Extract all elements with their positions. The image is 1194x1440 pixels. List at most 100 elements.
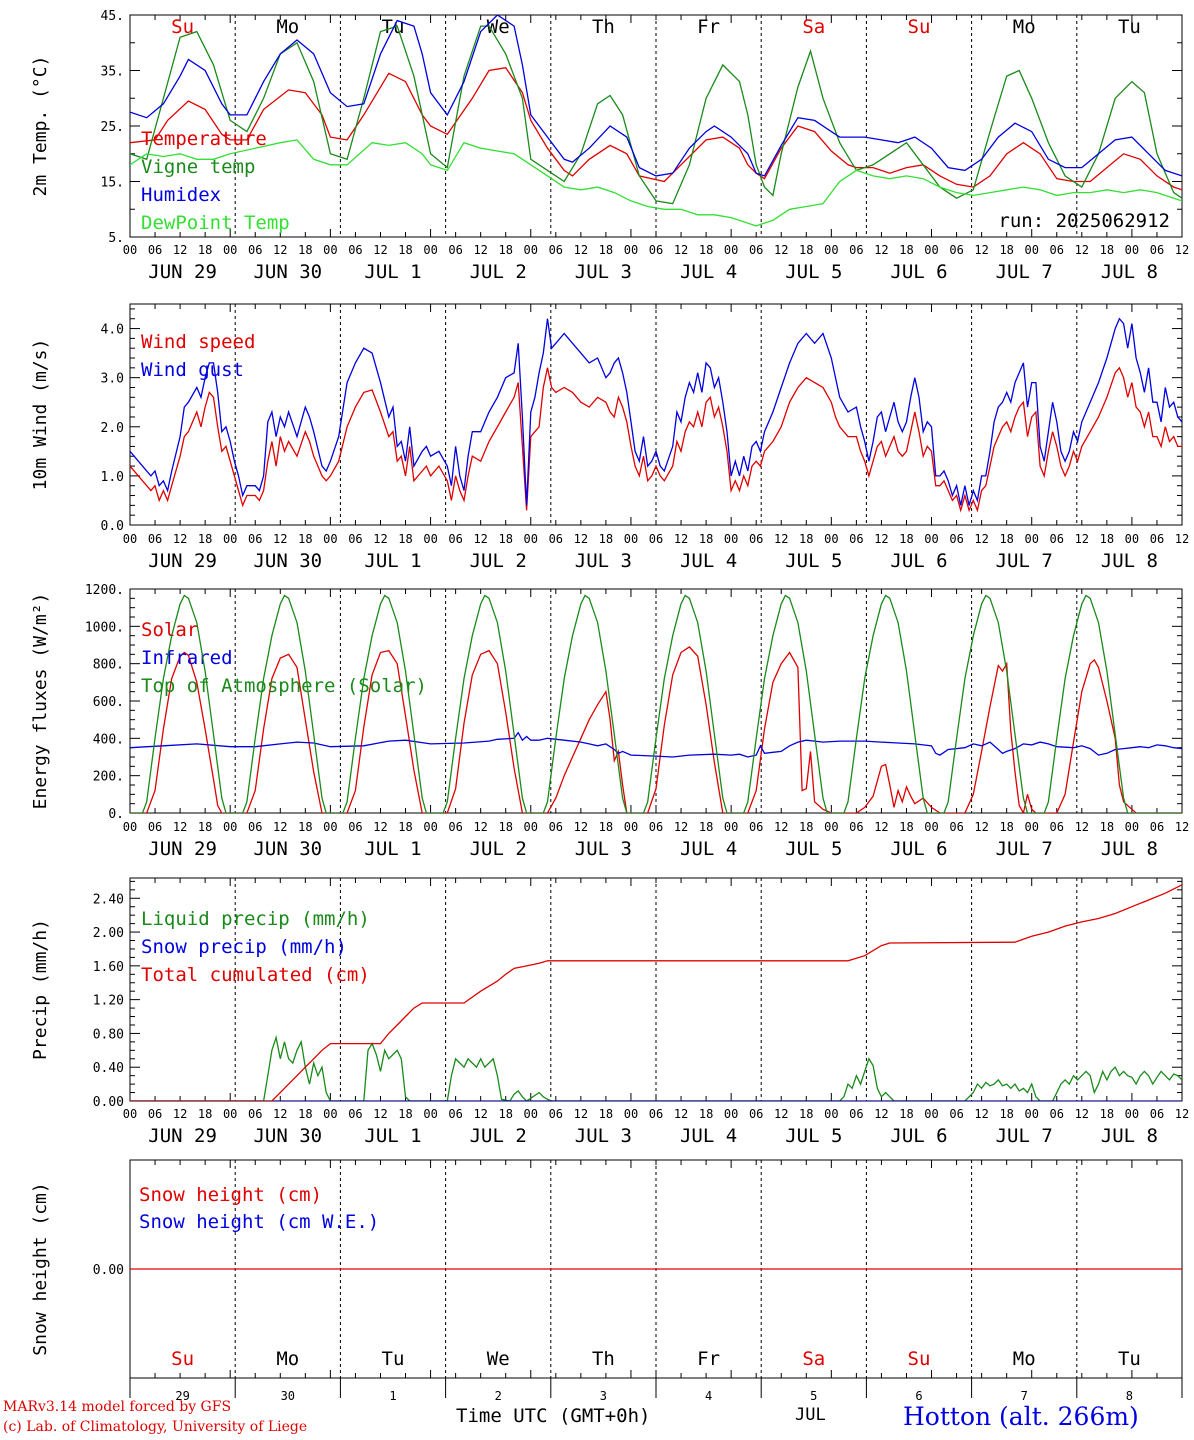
panel-5: 0.00 Snow height (cm) Snow height (cm) Snow… [30, 1159, 1183, 1379]
series-liquid-precip-mm-h- [130, 1035, 1182, 1101]
y-axis-label: Precip (mm/h) [30, 919, 51, 1060]
hour-label: 00 [423, 820, 437, 834]
date-label: JUL 8 [1101, 550, 1158, 572]
hour-label: 06 [1050, 1107, 1064, 1121]
day-number: 8 [1126, 1389, 1133, 1403]
hour-label: 06 [448, 820, 462, 834]
y-tick-label: 2.00 [93, 926, 124, 941]
hour-label: 18 [398, 532, 412, 546]
legend-entry: Liquid precip (mm/h) [141, 908, 370, 930]
hour-label: 18 [699, 532, 713, 546]
date-label: JUL 4 [680, 550, 737, 572]
legend-entry: Top of Atmosphere (Solar) [141, 675, 427, 697]
hour-label: 06 [1150, 532, 1164, 546]
hour-label: 06 [549, 532, 563, 546]
y-tick-label: 3.0 [101, 372, 124, 387]
hour-label: 12 [574, 820, 588, 834]
y-tick-label: 800. [93, 658, 124, 673]
date-label: JUN 29 [148, 838, 217, 860]
hour-label: 12 [674, 1107, 688, 1121]
hour-label: 00 [924, 532, 938, 546]
hour-label: 12 [674, 532, 688, 546]
date-label: JUL 2 [470, 1125, 527, 1147]
month-label: JUL [795, 1405, 826, 1425]
date-label: JUN 30 [253, 550, 322, 572]
hour-label: 12 [473, 532, 487, 546]
legend-entry: Snow height (cm W.E.) [139, 1211, 379, 1233]
y-tick-label: 0.0 [101, 519, 124, 534]
hour-label: 06 [148, 1107, 162, 1121]
hour-label: 06 [549, 1107, 563, 1121]
day-of-week: Mo [1013, 1348, 1036, 1370]
y-tick-label: 0.80 [93, 1027, 124, 1042]
hour-label: 12 [874, 243, 888, 257]
hour-label: 00 [824, 1107, 838, 1121]
y-tick-label: 35. [101, 65, 124, 80]
hour-label: 06 [849, 820, 863, 834]
series-wind-gust [130, 317, 1182, 506]
hour-label: 12 [1075, 532, 1089, 546]
hour-label: 06 [849, 1107, 863, 1121]
hour-label: 00 [924, 820, 938, 834]
hour-label: 18 [699, 243, 713, 257]
hour-label: 00 [1125, 243, 1139, 257]
x-axis-title: Time UTC (GMT+0h) [456, 1405, 651, 1427]
hour-label: 00 [123, 1107, 137, 1121]
hour-label: 06 [849, 532, 863, 546]
hour-label: 12 [574, 532, 588, 546]
hour-label: 18 [1100, 243, 1114, 257]
date-label: JUN 30 [253, 261, 322, 283]
hour-label: 12 [774, 820, 788, 834]
hour-label: 06 [248, 1107, 262, 1121]
hour-label: 12 [273, 820, 287, 834]
hour-label: 12 [273, 532, 287, 546]
hour-label: 06 [749, 532, 763, 546]
hour-label: 06 [649, 532, 663, 546]
date-label: JUL 7 [996, 261, 1053, 283]
y-tick-label: 4.0 [101, 323, 124, 338]
hour-label: 18 [498, 243, 512, 257]
hour-label: 00 [1125, 532, 1139, 546]
hour-label: 18 [398, 1107, 412, 1121]
hour-label: 18 [999, 243, 1013, 257]
hour-label: 00 [624, 532, 638, 546]
date-label: JUL 6 [890, 1125, 947, 1147]
legend-entry: Wind gust [141, 359, 244, 381]
date-label: JUN 30 [253, 838, 322, 860]
y-tick-label: 600. [93, 695, 124, 710]
hour-label: 06 [348, 243, 362, 257]
day-of-week: Mo [276, 16, 299, 38]
date-label: JUL 1 [364, 550, 421, 572]
date-label: JUN 30 [253, 1125, 322, 1147]
hour-label: 06 [849, 243, 863, 257]
hour-label: 06 [1150, 243, 1164, 257]
station-label: Hotton (alt. 266m) [903, 1402, 1139, 1431]
hour-label: 06 [1050, 532, 1064, 546]
hour-label: 12 [974, 243, 988, 257]
hour-label: 00 [824, 532, 838, 546]
date-label: JUL 3 [575, 1125, 632, 1147]
day-of-week: We [487, 1348, 510, 1370]
y-tick-label: 1000. [85, 620, 124, 635]
hour-label: 00 [1125, 820, 1139, 834]
day-of-week: Fr [697, 1348, 720, 1370]
hour-label: 00 [123, 532, 137, 546]
hour-label: 06 [348, 532, 362, 546]
hour-label: 18 [899, 532, 913, 546]
hour-label: 18 [298, 243, 312, 257]
day-of-week: Su [908, 1348, 931, 1370]
hour-label: 00 [724, 1107, 738, 1121]
date-label: JUL 8 [1101, 1125, 1158, 1147]
day-of-week: Th [592, 16, 615, 38]
day-number: 2 [495, 1389, 502, 1403]
hour-label: 12 [974, 532, 988, 546]
hour-label: 00 [423, 243, 437, 257]
day-of-week: Tu [382, 1348, 405, 1370]
y-tick-label: 0.00 [93, 1095, 124, 1110]
series-total-cumulated-cm- [130, 884, 1182, 1101]
day-number: 7 [1021, 1389, 1028, 1403]
hour-label: 18 [298, 1107, 312, 1121]
hour-label: 06 [549, 243, 563, 257]
hour-label: 18 [799, 532, 813, 546]
